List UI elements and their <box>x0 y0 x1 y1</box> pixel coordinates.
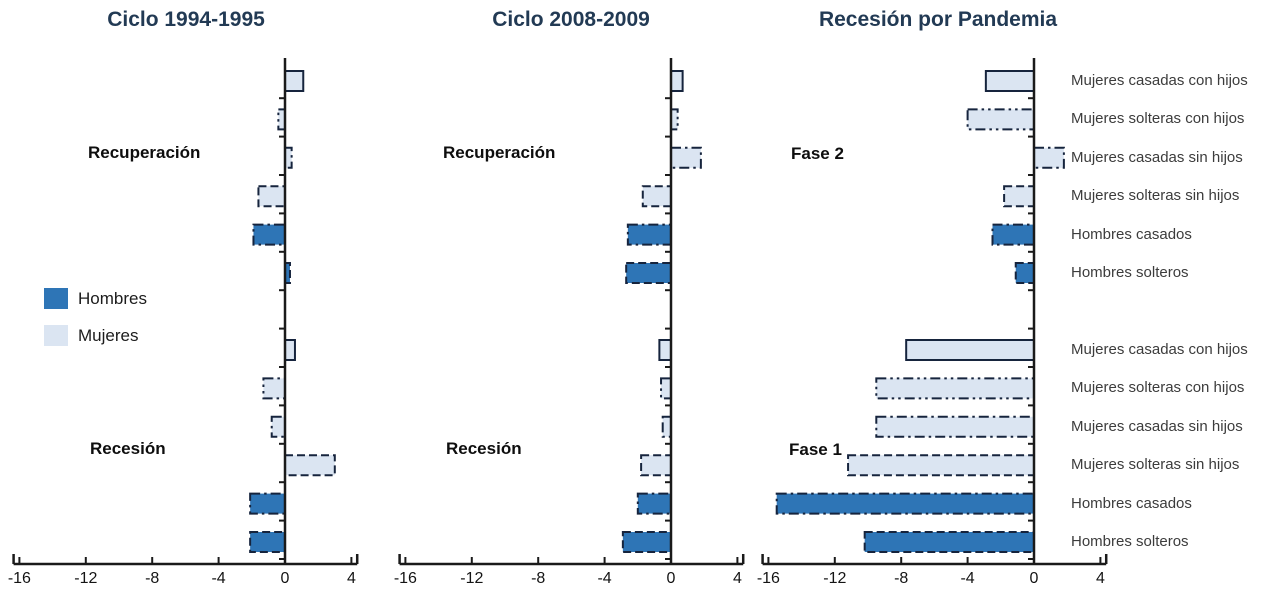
category-label-mujeres-solteras-sin-hijos: Mujeres solteras sin hijos <box>1071 187 1240 205</box>
phase-label-recesion-1: Recesión <box>90 439 166 458</box>
x-tick-label-chart3-0: 0 <box>1029 570 1039 587</box>
bar-chart1-recuperación-mujeres-solteras-con-hijos <box>277 108 286 131</box>
phase-label-recuperacion-2: Recuperación <box>443 143 556 162</box>
bar-chart3-fase-2-mujeres-solteras-sin-hijos <box>1003 185 1035 208</box>
category-label-mujeres-casadas-sin-hijos: Mujeres casadas sin hijos <box>1071 417 1243 435</box>
legend-label-hombres: Hombres <box>78 288 147 308</box>
bar-chart2-recesión-mujeres-solteras-con-hijos <box>660 377 672 400</box>
category-label-mujeres-casadas-sin-hijos: Mujeres casadas sin hijos <box>1071 148 1243 166</box>
bar-chart3-fase-1-mujeres-casadas-con-hijos <box>905 339 1035 361</box>
bar-chart3-fase-2-hombres-casados <box>991 223 1035 246</box>
bar-chart2-recesión-mujeres-solteras-sin-hijos <box>640 454 672 477</box>
bar-chart1-recesión-mujeres-solteras-con-hijos <box>262 377 287 400</box>
bar-chart2-recesión-hombres-solteros <box>621 531 672 553</box>
bar-chart2-recesión-mujeres-casadas-con-hijos <box>658 339 673 361</box>
x-tick-label-chart1--16: -16 <box>7 570 31 587</box>
category-label-hombres-solteros: Hombres solteros <box>1071 264 1189 281</box>
category-label-mujeres-solteras-sin-hijos: Mujeres solteras sin hijos <box>1071 456 1240 474</box>
category-label-hombres-casados: Hombres casados <box>1071 225 1192 243</box>
x-tick-label-chart3--8: -8 <box>894 570 909 587</box>
category-label-hombres-casados: Hombres casados <box>1071 494 1192 512</box>
bar-chart3-fase-2-mujeres-casadas-sin-hijos <box>1033 146 1065 169</box>
x-tick-label-chart1-4: 4 <box>346 570 356 587</box>
legend-swatch-hombres <box>44 288 68 309</box>
phase-label-fase-2: Fase 2 <box>791 144 844 163</box>
category-label-mujeres-casadas-con-hijos: Mujeres casadas con hijos <box>1071 72 1248 89</box>
category-label-mujeres-casadas-con-hijos: Mujeres casadas con hijos <box>1071 341 1248 358</box>
chart-title-recesion-pandemia: Recesión por Pandemia <box>818 8 1058 31</box>
x-tick-label-chart2--16: -16 <box>393 570 417 587</box>
x-tick-label-chart2--4: -4 <box>597 570 612 587</box>
x-tick-label-chart3-4: 4 <box>1095 570 1105 587</box>
phase-label-recesion-2: Recesión <box>446 439 522 458</box>
legend-swatch-mujeres <box>44 325 68 346</box>
legend-label-mujeres: Mujeres <box>78 325 139 345</box>
bar-chart3-fase-1-hombres-solteros <box>863 531 1035 553</box>
phase-label-fase-1: Fase 1 <box>789 440 842 459</box>
legend-item-hombres: Hombres <box>44 288 147 309</box>
bar-chart3-fase-2-hombres-solteros <box>1014 262 1035 284</box>
chart-title-ciclo-1994-1995: Ciclo 1994-1995 <box>107 8 265 31</box>
bar-chart1-recesión-mujeres-solteras-sin-hijos <box>284 454 336 477</box>
x-tick-label-chart1--4: -4 <box>211 570 226 587</box>
category-label-mujeres-solteras-con-hijos: Mujeres solteras con hijos <box>1071 379 1245 397</box>
bar-chart1-recesión-mujeres-casadas-con-hijos <box>284 339 296 361</box>
x-tick-label-chart1--8: -8 <box>145 570 160 587</box>
bar-chart1-recuperación-hombres-casados <box>252 223 287 246</box>
bar-chart3-fase-1-mujeres-solteras-con-hijos <box>875 377 1035 400</box>
x-tick-label-chart3--4: -4 <box>960 570 975 587</box>
category-label-mujeres-solteras-con-hijos: Mujeres solteras con hijos <box>1071 110 1245 128</box>
x-tick-label-chart1--12: -12 <box>74 570 98 587</box>
bar-chart3-fase-1-hombres-casados <box>775 492 1035 515</box>
bar-chart2-recuperación-hombres-solteros <box>625 262 672 284</box>
bar-chart2-recesión-mujeres-casadas-sin-hijos <box>661 415 673 438</box>
x-tick-label-chart2--12: -12 <box>460 570 484 587</box>
x-tick-label-chart2-0: 0 <box>666 570 676 587</box>
x-tick-label-chart3--16: -16 <box>756 570 780 587</box>
category-label-hombres-solteros: Hombres solteros <box>1071 533 1189 550</box>
bar-chart1-recesión-mujeres-casadas-sin-hijos <box>270 415 287 438</box>
bar-chart2-recuperación-mujeres-solteras-sin-hijos <box>641 185 673 208</box>
chart-title-ciclo-2008-2009: Ciclo 2008-2009 <box>492 8 650 31</box>
bar-chart1-recesión-hombres-solteros <box>249 531 286 553</box>
bar-chart2-recuperación-hombres-casados <box>626 223 673 246</box>
x-tick-label-chart1-0: 0 <box>280 570 290 587</box>
x-tick-label-chart3--12: -12 <box>823 570 847 587</box>
bar-chart3-fase-1-mujeres-solteras-sin-hijos <box>847 454 1036 477</box>
x-tick-label-chart2--8: -8 <box>531 570 546 587</box>
legend-item-mujeres: Mujeres <box>44 325 147 346</box>
bar-chart3-fase-1-mujeres-casadas-sin-hijos <box>875 415 1035 438</box>
bar-chart1-recuperación-mujeres-casadas-con-hijos <box>284 70 305 92</box>
bar-chart2-recuperación-mujeres-casadas-con-hijos <box>670 70 684 92</box>
bar-chart1-recesión-hombres-casados <box>249 492 286 515</box>
bar-chart3-fase-2-mujeres-casadas-con-hijos <box>984 70 1035 92</box>
bar-chart3-fase-2-mujeres-solteras-con-hijos <box>966 108 1035 131</box>
legend: Hombres Mujeres <box>44 288 147 362</box>
bar-chart2-recesión-hombres-casados <box>636 492 672 515</box>
bar-chart1-recuperación-mujeres-solteras-sin-hijos <box>257 185 287 208</box>
phase-label-recuperacion-1: Recuperación <box>88 143 201 162</box>
x-tick-label-chart2-4: 4 <box>732 570 742 587</box>
bar-chart2-recuperación-mujeres-casadas-sin-hijos <box>670 146 702 169</box>
